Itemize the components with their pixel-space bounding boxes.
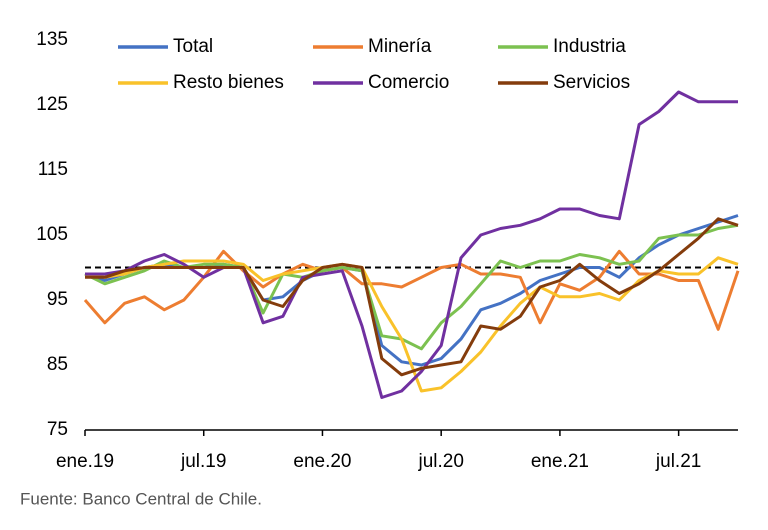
legend-label: Servicios (553, 72, 630, 93)
series-line (84, 223, 739, 351)
x-tick-label: jul.20 (417, 451, 463, 472)
source-note: Fuente: Banco Central de Chile. (20, 489, 262, 508)
x-tick-label: jul.21 (655, 451, 701, 472)
x-tick-label: ene.21 (531, 451, 589, 472)
x-tick-label: ene.20 (293, 451, 351, 472)
legend-label: Total (173, 36, 213, 57)
x-tick-label: ene.19 (56, 451, 114, 472)
series-line (85, 217, 739, 377)
legend-label: Comercio (368, 72, 449, 93)
legend-label: Resto bienes (173, 72, 284, 93)
y-tick-label: 105 (36, 224, 68, 245)
y-tick-label: 135 (36, 29, 68, 50)
y-tick-label: 85 (47, 354, 68, 375)
x-tick-label: jul.19 (180, 451, 226, 472)
legend-label: Minería (368, 36, 432, 57)
y-tick-label: 95 (47, 289, 68, 310)
legend-label: Industria (553, 36, 626, 57)
y-tick-label: 125 (36, 94, 68, 115)
series-line (85, 90, 738, 399)
y-tick-label: 75 (47, 419, 68, 440)
y-tick-label: 115 (38, 159, 68, 180)
